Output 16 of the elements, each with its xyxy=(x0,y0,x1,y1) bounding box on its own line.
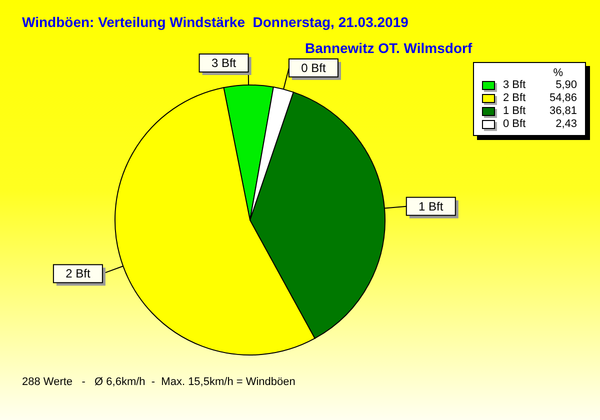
legend-label: 3 Bft xyxy=(503,79,527,92)
data-label: 54,86 xyxy=(548,92,577,105)
legend-title: % xyxy=(552,67,564,79)
chart-subtitle: Bannewitz OT. Wilmsdorf xyxy=(305,40,472,56)
slice-label: 1 Bft xyxy=(418,199,444,214)
legend-label: 2 Bft xyxy=(503,92,527,105)
data-label: 2,43 xyxy=(554,118,577,131)
text: 288 Werte - Ø 6,6km/h - Max. 15,5km/h = Windböen xyxy=(22,376,296,388)
slice-label: 3 Bft xyxy=(211,56,237,70)
legend-label: 1 Bft xyxy=(503,105,527,118)
data-label: 36,81 xyxy=(548,105,577,118)
legend-label: 0 Bft xyxy=(503,118,527,131)
chart-title: Windböen: Verteilung Windstärke Donnerstag, 21.03.2019 xyxy=(22,14,408,30)
slice-label: 2 Bft xyxy=(66,266,91,281)
data-label: 5,90 xyxy=(554,79,577,92)
slice-label: 0 Bft xyxy=(301,60,326,75)
